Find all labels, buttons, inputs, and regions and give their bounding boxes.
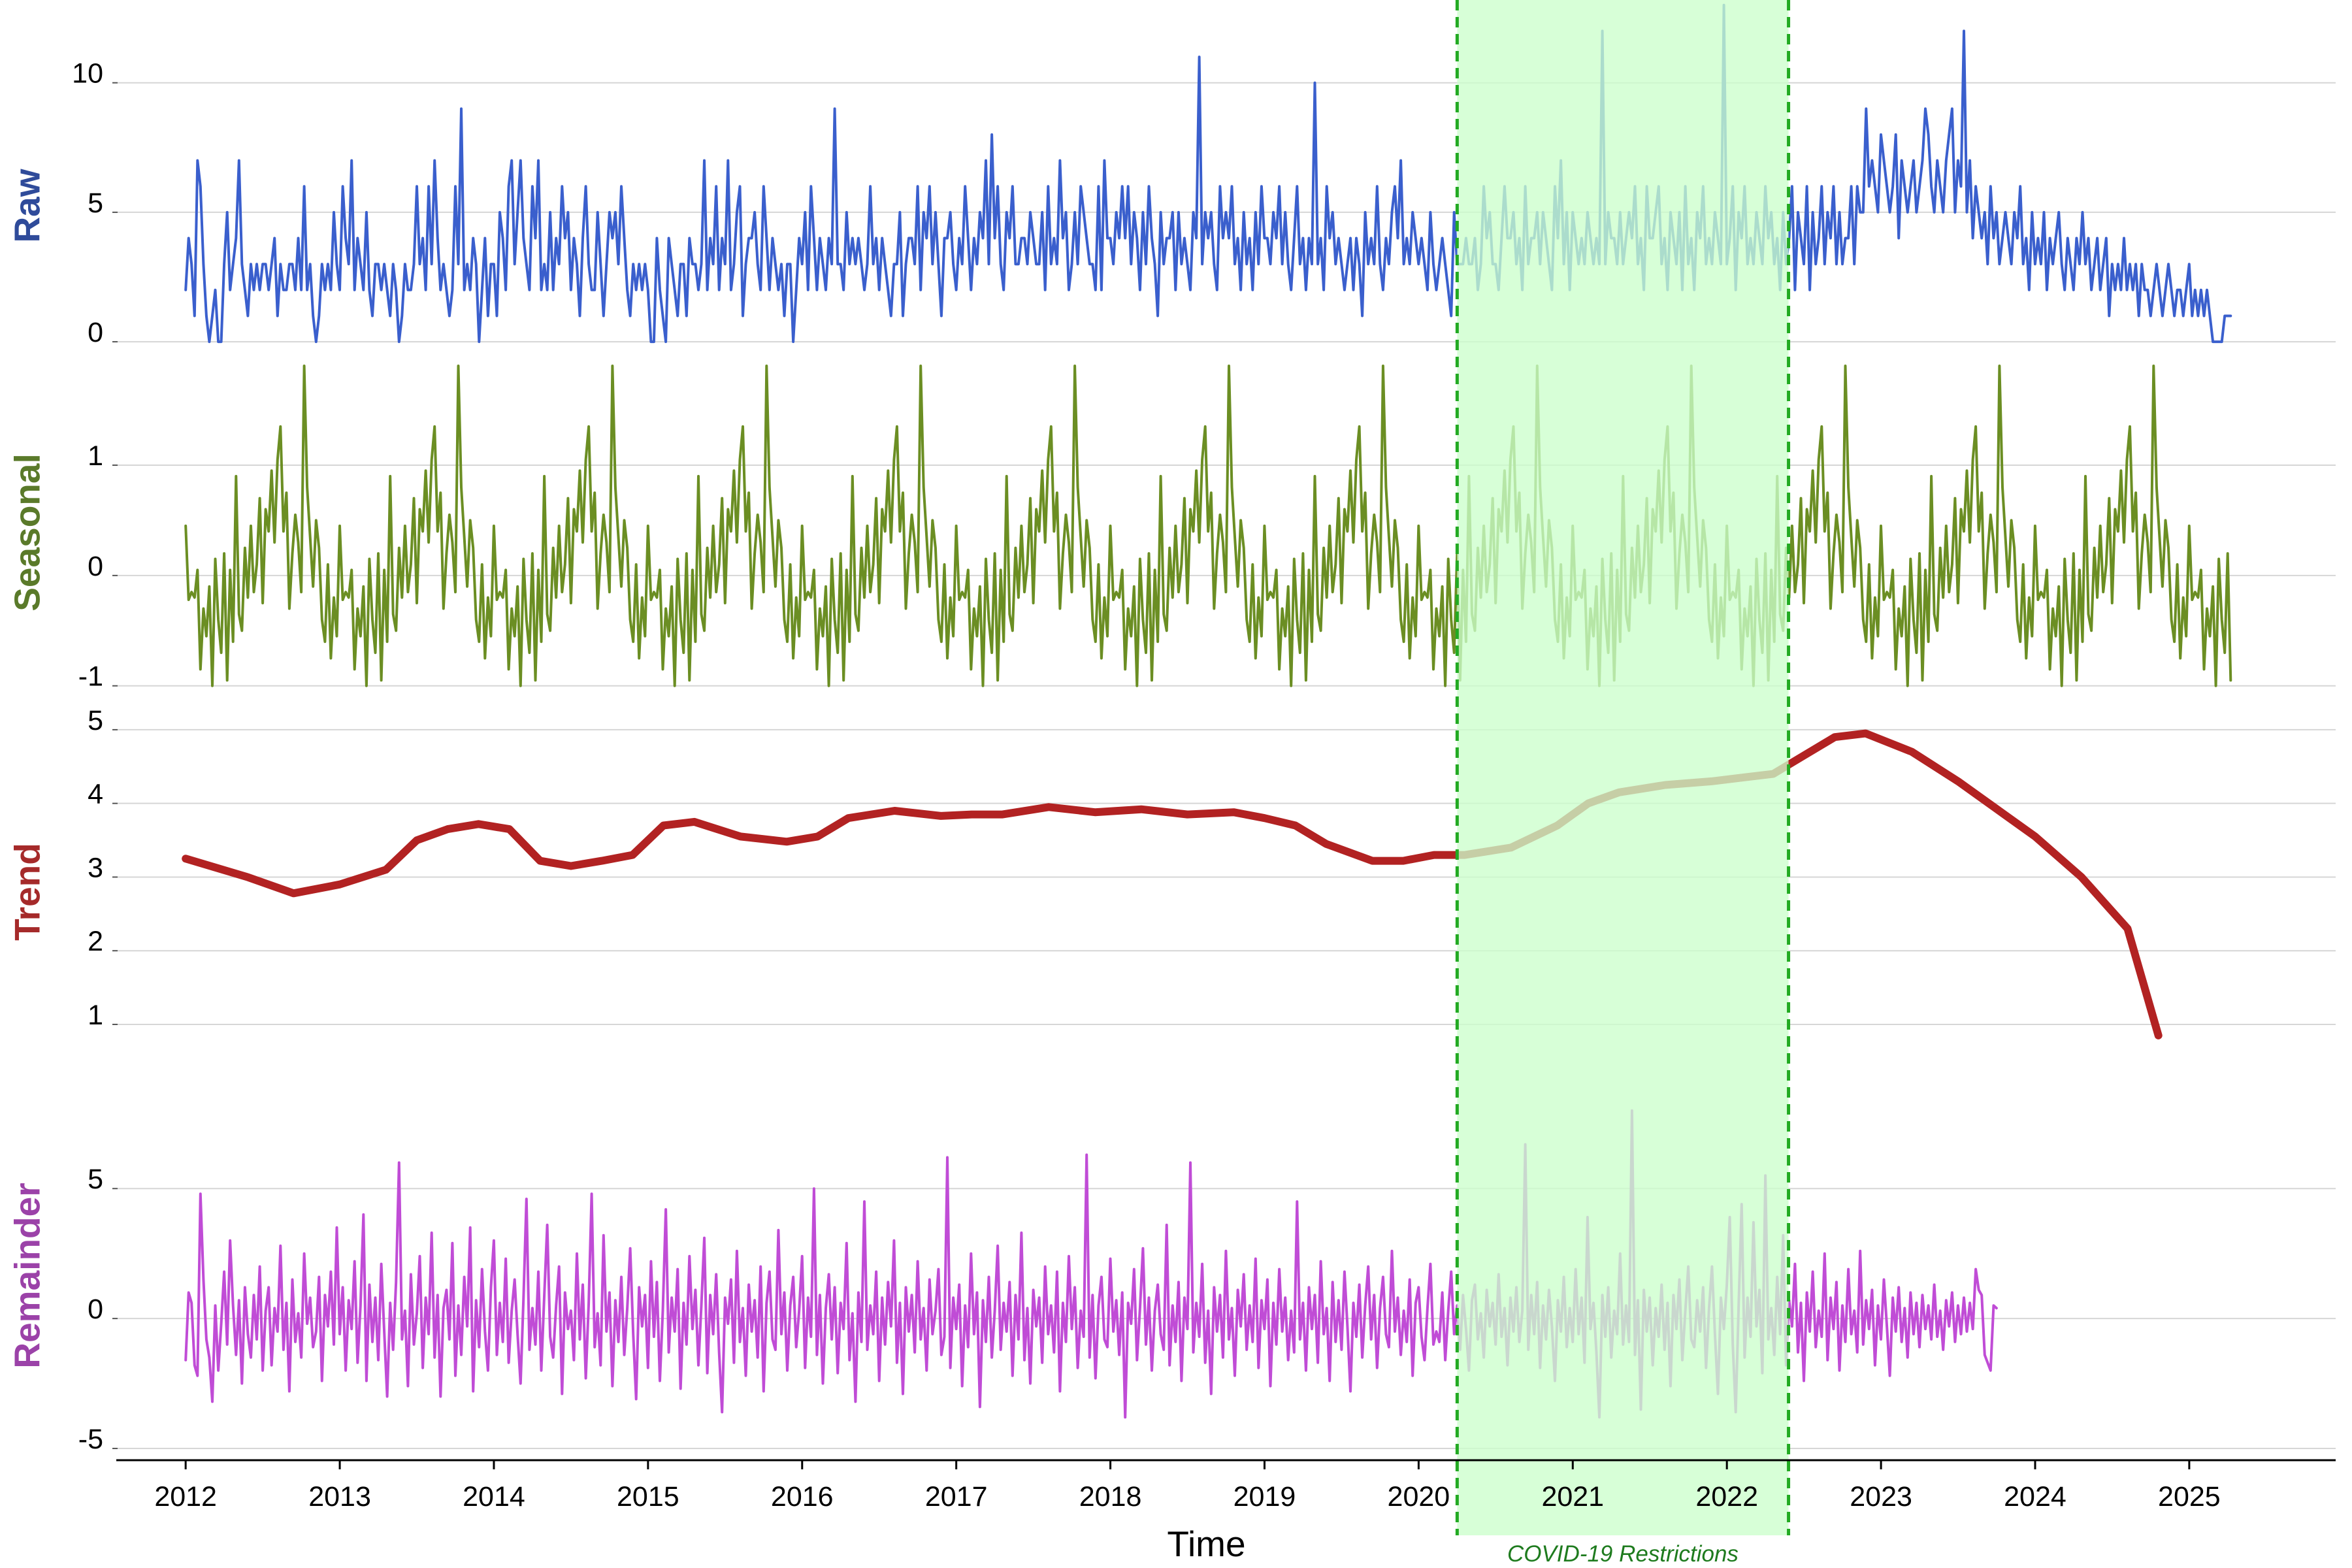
remainder-ytick-label: 0 [88, 1294, 103, 1325]
x-tick-label: 2017 [925, 1481, 988, 1512]
x-tick-label: 2016 [771, 1481, 834, 1512]
x-tick-label: 2018 [1079, 1481, 1142, 1512]
remainder-ytick-label: 5 [88, 1164, 103, 1195]
x-tick-label: 2023 [1850, 1481, 1912, 1512]
raw-ytick-label: 10 [72, 58, 103, 90]
x-tick-label: 2012 [154, 1481, 217, 1512]
panels-layer: 0 5 10 Raw -1 0 1 Seasonal 1 2 3 4 5 Trend -5 0 5 Remaind… [7, 3, 2336, 1455]
x-tick-label: 2021 [1541, 1481, 1604, 1512]
raw-ytick-label: 0 [88, 317, 103, 348]
trend-ytick-label: 4 [88, 779, 103, 810]
x-axis: 2012 2013 2014 2015 2016 2017 2018 2019 2020 2021… [116, 1459, 2336, 1564]
covid-shade-rect [1457, 0, 1789, 1535]
x-tick-label: 2014 [463, 1481, 525, 1512]
x-tick-label: 2019 [1233, 1481, 1296, 1512]
x-axis-title: Time [1167, 1524, 1245, 1564]
x-tick-label: 2013 [308, 1481, 371, 1512]
seasonal-ytick-label: 1 [88, 440, 103, 472]
trend-ytick-label: 3 [88, 852, 103, 883]
x-tick-label: 2024 [2004, 1481, 2066, 1512]
covid-label: COVID-19 Restrictions [1507, 1541, 1739, 1567]
trend-panel: 1 2 3 4 5 Trend [7, 705, 2336, 1039]
raw-series-line [184, 3, 2232, 344]
trend-ytick-label: 5 [88, 705, 103, 736]
seasonal-series-line [184, 365, 2232, 687]
remainder-panel-label: Remainder [7, 1183, 48, 1368]
trend-ytick-label: 2 [88, 926, 103, 957]
x-tick-label: 2025 [2158, 1481, 2221, 1512]
seasonal-panel: -1 0 1 Seasonal [7, 365, 2336, 693]
covid-shaded-region: COVID-19 Restrictions [1455, 0, 1791, 1567]
x-tick-label: 2022 [1695, 1481, 1758, 1512]
seasonal-ytick-label: -1 [78, 661, 103, 693]
x-tick-label: 2015 [617, 1481, 679, 1512]
raw-panel: 0 5 10 Raw [7, 3, 2336, 348]
remainder-ytick-label: -5 [78, 1424, 103, 1455]
x-tick-label: 2020 [1388, 1481, 1450, 1512]
raw-ytick-label: 5 [88, 188, 103, 219]
trend-ytick-label: 1 [88, 1000, 103, 1031]
raw-panel-label: Raw [7, 169, 48, 242]
trend-panel-label: Trend [7, 843, 48, 941]
seasonal-ytick-label: 0 [88, 551, 103, 582]
remainder-panel: -5 0 5 Remainder [7, 1109, 2336, 1455]
seasonal-panel-label: Seasonal [7, 453, 48, 612]
trend-series-line [182, 729, 2163, 1039]
